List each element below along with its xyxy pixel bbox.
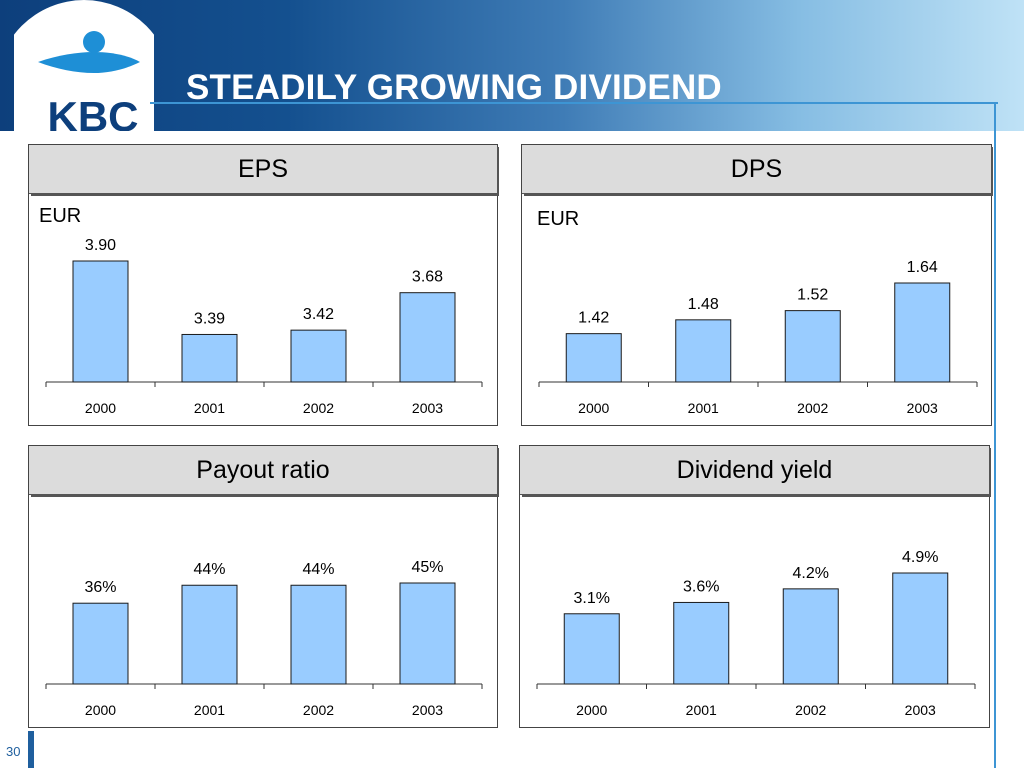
x-tick-label: 2000 (85, 400, 116, 416)
dividend-yield-chart: 3.1% 2000 3.6% 2001 4.2% 2002 4.9% 2003 (536, 549, 976, 718)
x-tick-label: 2000 (578, 400, 609, 416)
data-label: 1.48 (688, 296, 719, 313)
chart-title: Dividend yield (520, 446, 989, 495)
page-number: 30 (6, 744, 21, 759)
eps-chart: 3.90 2000 3.39 2001 3.42 2002 3.68 2003 (45, 237, 483, 416)
logo-wordmark: KBC (48, 93, 139, 131)
data-label: 1.42 (578, 310, 609, 327)
data-label: 44% (193, 561, 225, 578)
x-tick-label: 2001 (688, 400, 719, 416)
bar-2000 (565, 333, 622, 383)
x-tick-label: 2002 (303, 400, 334, 416)
data-label: 3.42 (303, 306, 334, 323)
x-tick-label: 2003 (412, 702, 443, 718)
data-label: 3.90 (85, 237, 116, 254)
data-label: 4.9% (902, 549, 938, 566)
chart-title: Payout ratio (29, 446, 497, 495)
x-tick-label: 2000 (85, 702, 116, 718)
bar-2002 (290, 584, 347, 685)
chart-unit: EUR (537, 208, 580, 230)
x-tick-label: 2002 (795, 702, 826, 718)
data-label: 4.2% (793, 565, 829, 582)
chart-panel-eps: 3.90 2000 3.39 2001 3.42 2002 3.68 2003 EPS EUR (28, 144, 498, 426)
bar-2003 (894, 282, 951, 383)
bar-2000 (72, 602, 129, 685)
bar-2001 (181, 584, 238, 685)
x-tick-label: 2003 (412, 400, 443, 416)
bar-2003 (892, 572, 949, 685)
payout-ratio-chart: 36% 2000 44% 2001 44% 2002 45% 2003 (45, 559, 483, 718)
x-tick-label: 2002 (797, 400, 828, 416)
bar-2001 (673, 601, 730, 685)
bar-2002 (784, 310, 841, 383)
bar-2002 (290, 329, 347, 383)
bar-2003 (399, 582, 456, 685)
chart-title: DPS (522, 145, 991, 194)
bar-2003 (399, 292, 456, 383)
bar-2000 (72, 260, 129, 383)
x-tick-label: 2002 (303, 702, 334, 718)
bar-2001 (675, 319, 732, 383)
left-accent-bar (28, 731, 34, 768)
data-label: 36% (84, 579, 116, 596)
chart-panel-payout-ratio: 36% 2000 44% 2001 44% 2002 45% 2003 Payout rati… (28, 445, 498, 728)
x-tick-label: 2000 (576, 702, 607, 718)
data-label: 1.52 (797, 287, 828, 304)
chart-unit: EUR (39, 205, 82, 227)
decorative-line-horizontal (150, 102, 998, 104)
x-tick-label: 2001 (194, 400, 225, 416)
data-label: 3.1% (574, 590, 610, 607)
data-label: 45% (411, 559, 443, 576)
kbc-logo: KBC (14, 0, 154, 131)
data-label: 1.64 (907, 259, 938, 276)
data-label: 3.68 (412, 269, 443, 286)
data-label: 3.39 (194, 310, 225, 327)
dps-chart: 1.42 2000 1.48 2001 1.52 2002 1.64 2003 (538, 259, 978, 416)
x-tick-label: 2001 (686, 702, 717, 718)
chart-panel-dps: 1.42 2000 1.48 2001 1.52 2002 1.64 2003 DPS EUR (521, 144, 992, 426)
header-banner (0, 0, 1024, 131)
bar-2002 (782, 588, 839, 685)
bar-2000 (563, 613, 620, 685)
chart-title: EPS (29, 145, 497, 194)
decorative-line-vertical (994, 102, 996, 768)
chart-panel-dividend-yield: 3.1% 2000 3.6% 2001 4.2% 2002 4.9% 2003 Dividen… (519, 445, 990, 728)
bar-2001 (181, 333, 238, 383)
data-label: 3.6% (683, 578, 719, 595)
data-label: 44% (302, 561, 334, 578)
x-tick-label: 2003 (907, 400, 938, 416)
x-tick-label: 2003 (905, 702, 936, 718)
x-tick-label: 2001 (194, 702, 225, 718)
page-title: STEADILY GROWING DIVIDEND (186, 68, 722, 107)
